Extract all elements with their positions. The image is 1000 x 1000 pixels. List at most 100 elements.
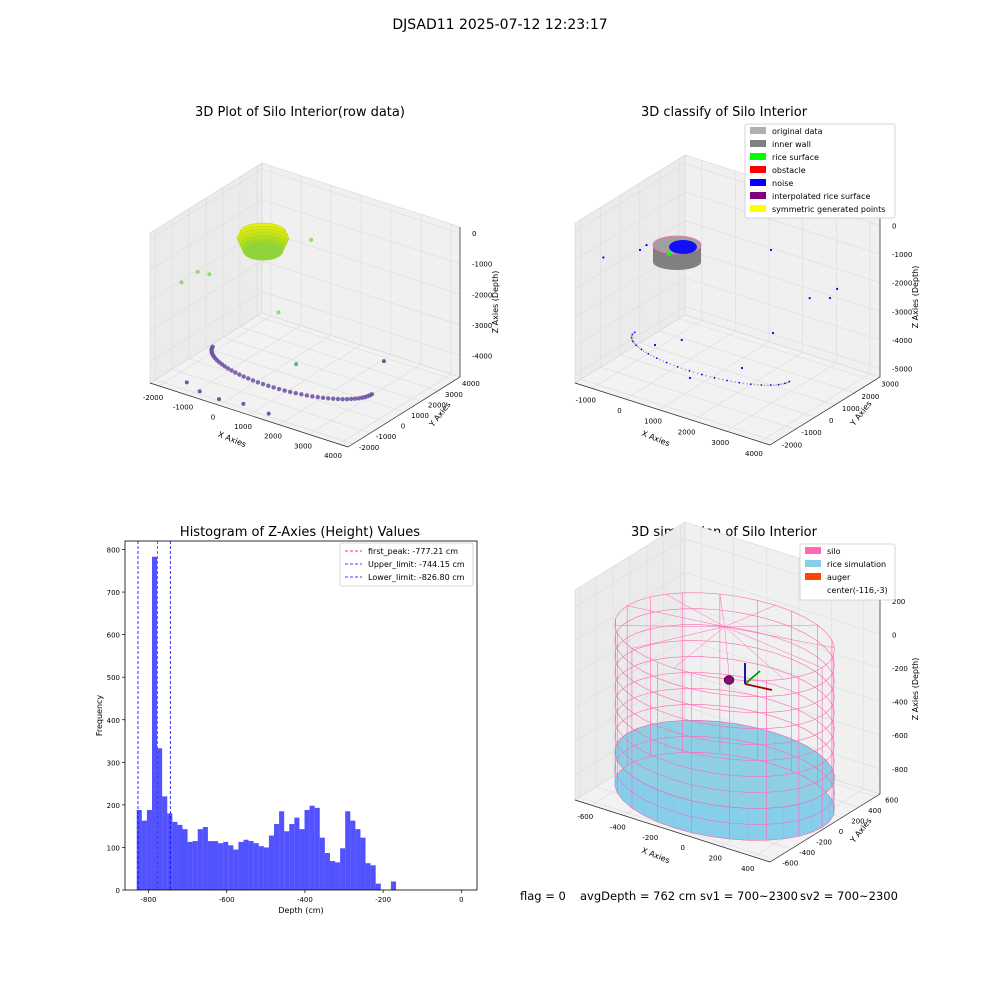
simulation-silo-roof (724, 605, 776, 627)
simulation-axis-y (744, 670, 761, 685)
classify-z-label: Z Axies (Depth) (911, 266, 920, 329)
classify-y-tick: 3000 (881, 381, 899, 389)
classify-legend-label: inner wall (772, 140, 811, 149)
simulation-y-tick: 400 (868, 807, 881, 815)
raw-point (276, 310, 281, 315)
histogram-bar (345, 811, 351, 890)
histogram-bar (223, 841, 229, 890)
classify-legend-box (744, 123, 896, 219)
histogram-x-tick: -600 (219, 896, 235, 904)
classify-ring-point (705, 374, 707, 377)
classify-ring-point (738, 381, 741, 384)
classify-ring-point (642, 349, 645, 352)
histogram-y-label: Frequency (95, 695, 104, 737)
classify-ring-point (726, 379, 728, 382)
histogram-legend-label: first_peak: -777.21 cm (368, 547, 458, 556)
classify-ring-point (780, 383, 782, 386)
histogram-legend: first_peak: -777.21 cm Upper_limit: -744.… (339, 542, 474, 587)
simulation-x-tick: -600 (577, 813, 593, 821)
status-sv2: sv2 = 700~2300 (800, 889, 898, 903)
histogram-x-tick: -200 (375, 896, 391, 904)
histogram-legend-label: Lower_limit: -826.80 cm (368, 573, 465, 582)
classify-legend-swatch (750, 153, 766, 160)
simulation-z-tick: -200 (892, 665, 908, 673)
raw-ring-point (335, 396, 341, 402)
raw-y-tick: -1000 (376, 433, 396, 441)
classify-rice-point (667, 252, 671, 256)
raw-x-tick: -1000 (173, 404, 193, 412)
histogram-y-tick: 700 (107, 589, 120, 597)
classify-legend-swatch (750, 140, 766, 147)
raw-point (309, 237, 314, 242)
classify-ring-point (696, 372, 699, 375)
classify-legend-swatch (750, 166, 766, 173)
classify-legend-label: noise (772, 179, 793, 188)
classify-ring-point (635, 344, 638, 347)
classify-x-tick: 2000 (678, 428, 696, 436)
raw-point (207, 272, 212, 277)
status-avg-depth: avgDepth = 762 cm (580, 889, 697, 903)
histogram-title: Histogram of Z-Axies (Height) Values (180, 525, 420, 540)
histogram-y-tick: 300 (107, 759, 120, 767)
classify-ring-point (673, 364, 675, 367)
histogram-bar (390, 881, 397, 890)
histogram-bar (253, 843, 259, 890)
simulation-y-tick: 0 (839, 828, 843, 836)
raw-ring-point (260, 381, 266, 387)
simulation-x-label: X Axies (640, 846, 671, 865)
figure-suptitle: DJSAD11 2025-07-12 12:23:17 (392, 17, 608, 33)
histogram-legend-box (339, 542, 474, 587)
classify-noise-point (638, 248, 642, 252)
histogram-bar (228, 845, 234, 890)
raw-x-tick: 4000 (324, 452, 342, 460)
classify-ring-point (638, 347, 641, 349)
simulation-silo-roof (665, 593, 725, 627)
simulation-center-marker (723, 675, 735, 685)
histogram-bar (309, 805, 315, 890)
histogram-bar (360, 837, 366, 890)
histogram-bar (218, 843, 224, 890)
histogram-bar (162, 796, 168, 890)
classify-noise-point (740, 366, 744, 370)
histogram-bar (350, 820, 356, 890)
raw-x-tick: 0 (211, 413, 215, 421)
histogram-bar (314, 807, 320, 890)
histogram-bar (335, 862, 341, 890)
simulation-y-tick: -400 (799, 849, 815, 857)
raw-ring-point (293, 390, 298, 396)
classify-ring-point (644, 351, 647, 354)
simulation-legend: silo rice simulation auger center(-116,-3) (799, 543, 896, 601)
classify-legend-swatch (750, 192, 766, 199)
classify-ring-point (634, 343, 636, 345)
classify-legend-label: original data (772, 127, 823, 136)
raw-ring-point (340, 396, 345, 402)
raw-ring-point (299, 392, 304, 397)
classify-x-tick: -1000 (576, 396, 596, 404)
classify-z-tick: -4000 (892, 337, 912, 345)
raw-y-tick: 3000 (445, 391, 463, 399)
raw-point (179, 280, 184, 285)
histogram-y-tick: 600 (107, 632, 120, 640)
histogram-y-tick: 200 (107, 802, 120, 810)
histogram-plot-area: -800 -600 -400 -200 0 0 100 200 300 400 500 600 700 8… (107, 540, 478, 904)
simulation-legend-label: auger (827, 573, 851, 582)
classify-y-tick: 1000 (842, 405, 860, 413)
classify-y-tick: -2000 (782, 441, 802, 449)
classify-ring-point (669, 363, 672, 365)
classify-ring-point (640, 348, 643, 351)
histogram-bar (365, 863, 371, 890)
histogram-x-tick: -400 (297, 896, 313, 904)
classify-noise-point (828, 296, 832, 300)
simulation-z-tick: -800 (892, 766, 908, 774)
status-flag: flag = 0 (520, 889, 566, 903)
raw-point (195, 269, 200, 274)
histogram-bar (370, 865, 376, 890)
histogram-bar (355, 829, 361, 890)
classify-ring-point (766, 384, 769, 387)
raw-point (217, 397, 221, 402)
classify-ring-point (647, 352, 650, 355)
histogram-bar (172, 821, 178, 890)
raw-ring-point (320, 395, 326, 400)
simulation-silo-roof (614, 625, 725, 627)
